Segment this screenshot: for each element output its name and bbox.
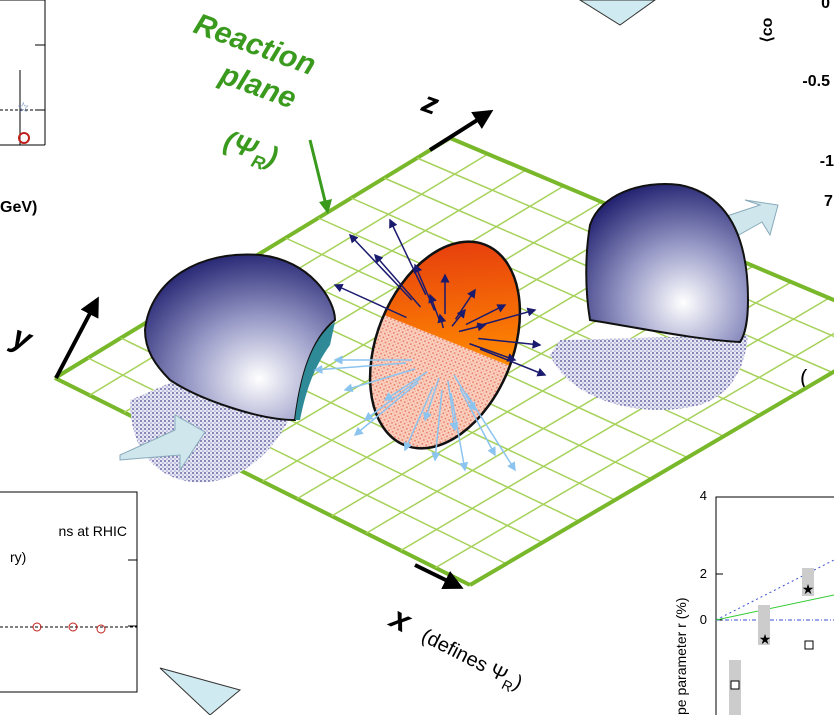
axis-label: x <box>383 598 418 640</box>
axis-label: y <box>6 317 39 358</box>
reaction-plane-label: Reaction plane (ΨR) <box>190 8 332 214</box>
tick-label: 0 <box>700 612 707 627</box>
marker: ★ <box>759 631 772 647</box>
partial-chart-bottom-right: ★ ★ 4 2 0 pe parameter r (%) <box>673 488 834 715</box>
marker: ☆ <box>17 99 30 115</box>
axis-note-text: (defines Ψ <box>418 625 511 687</box>
partial-chart-bottom-left: ns at RHIC ry) <box>0 492 137 692</box>
shell-upper <box>586 184 748 342</box>
axis-note: (defines ΨR) <box>416 625 526 698</box>
shell-lower <box>550 335 748 410</box>
tick-label: 4 <box>700 488 707 503</box>
axis-label: z <box>417 85 443 121</box>
left-nucleus <box>120 254 335 482</box>
tick-label: -1 <box>820 153 834 170</box>
axis-label: pe parameter r (%) <box>673 598 689 715</box>
decor-shape <box>580 0 655 25</box>
marker <box>805 641 813 649</box>
marker <box>97 625 105 633</box>
diagram: ☆ GeV) ⟨co 0 -0.5 -1 7 ( ns at RHIC ry) … <box>0 0 834 715</box>
fragment-text: 7 <box>824 193 833 210</box>
fit-line <box>716 595 834 620</box>
decor-shape <box>160 668 240 715</box>
overlap-region <box>341 219 548 470</box>
marker: ★ <box>802 581 815 597</box>
tick-label: 2 <box>700 566 707 581</box>
fragment-text: GeV) <box>0 199 37 216</box>
marker <box>731 681 739 689</box>
label-line: (ΨR) <box>218 125 282 178</box>
right-nucleus <box>550 184 778 410</box>
partial-chart-top-left: ☆ GeV) <box>0 0 45 216</box>
frame <box>0 492 137 692</box>
fragment-text: ns at RHIC <box>59 523 127 539</box>
frame <box>0 0 45 145</box>
fit-line <box>716 560 834 620</box>
axis-label: ⟨co <box>759 17 776 42</box>
fragment-text: ry) <box>10 549 26 565</box>
label-pointer <box>310 140 326 205</box>
tick-label: -0.5 <box>802 73 830 90</box>
tick-label: 0 <box>821 0 830 12</box>
